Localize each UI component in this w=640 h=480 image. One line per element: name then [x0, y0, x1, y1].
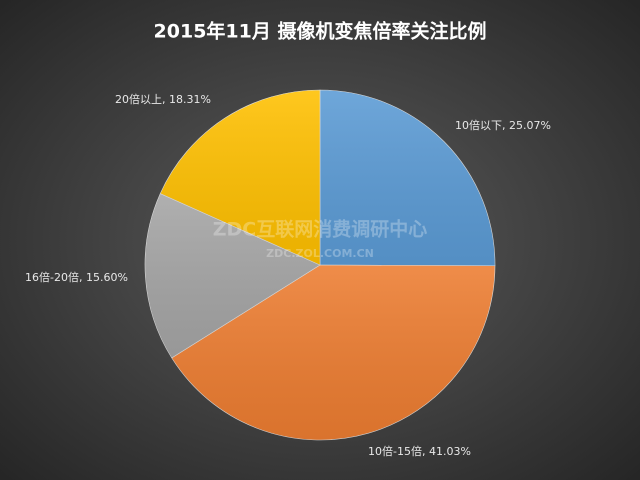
data-label: 16倍-20倍, 15.60%: [25, 270, 128, 284]
data-label: 10倍-15倍, 41.03%: [368, 444, 471, 458]
pie: [144, 89, 496, 441]
data-label: 20倍以上, 18.31%: [115, 92, 211, 106]
watermark: ZDC互联网消费调研中心: [213, 218, 428, 241]
watermark-url: ZDC.ZOL.COM.CN: [266, 247, 374, 260]
data-label: 10倍以下, 25.07%: [455, 118, 551, 132]
chart-title: 2015年11月 摄像机变焦倍率关注比例: [154, 20, 487, 43]
